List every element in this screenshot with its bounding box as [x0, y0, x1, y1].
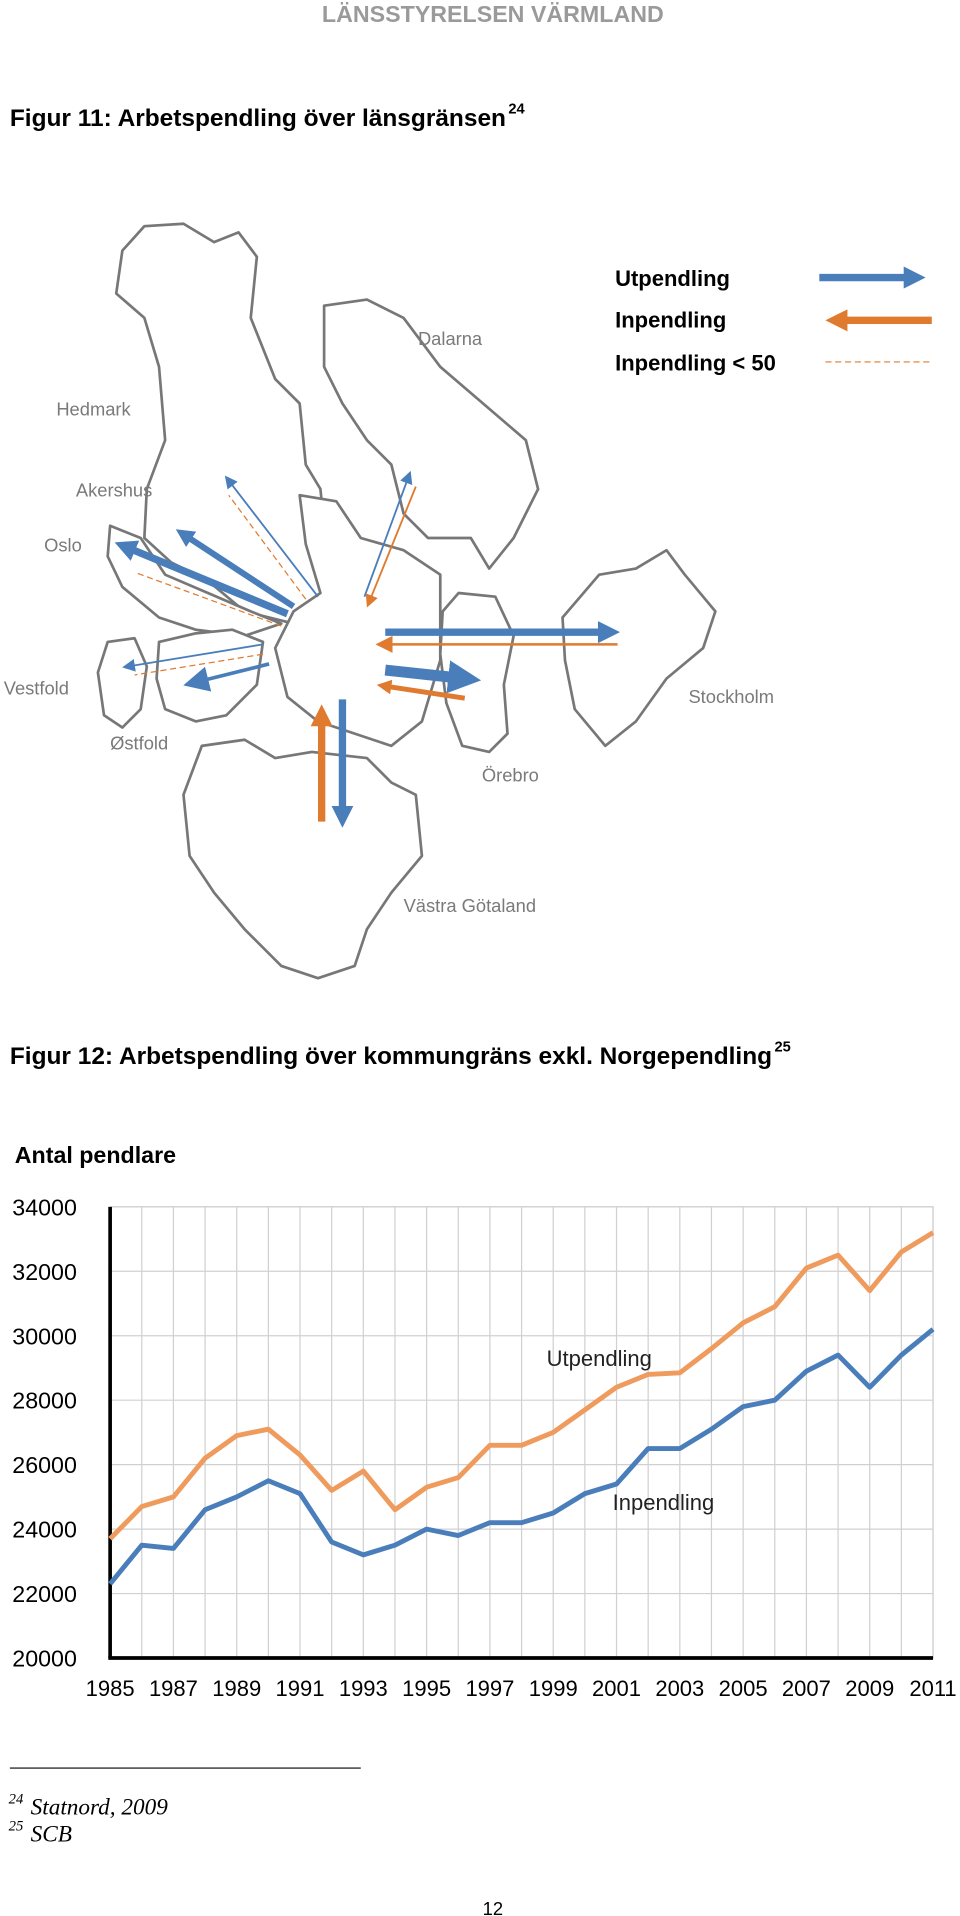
y-tick-label: 30000: [12, 1323, 77, 1349]
region-label: Örebro: [482, 764, 539, 785]
legend-label: Utpendling: [615, 266, 730, 291]
region-shape: [106, 524, 283, 638]
figure-title: Figur 12: Arbetspendling över kommungrän…: [10, 1043, 772, 1070]
x-tick-label: 1999: [529, 1676, 578, 1701]
page-number: 12: [483, 1898, 503, 1916]
region-shape: [155, 628, 265, 723]
y-tick-label: 22000: [12, 1581, 77, 1607]
footnotes: 24 Statnord, 2009 25 SCB: [9, 1792, 169, 1848]
region-label: Akershus: [76, 479, 152, 500]
footnote-text: SCB: [31, 1821, 72, 1847]
region-shape: [273, 493, 442, 748]
map-legend: Utpendling Inpendling Inpendling < 50: [615, 266, 932, 375]
legend-label: Inpendling: [615, 308, 726, 333]
footnote-ref: 25: [775, 1040, 791, 1056]
y-tick-label: 34000: [12, 1194, 77, 1220]
footnote-text: Statnord, 2009: [31, 1795, 169, 1821]
region-shape: [182, 738, 424, 980]
region-shape: [561, 548, 717, 748]
x-tick-label: 2011: [909, 1676, 956, 1701]
region-label: Hedmark: [56, 399, 131, 420]
y-tick-label: 20000: [12, 1646, 77, 1672]
x-tick-label: 1991: [276, 1676, 325, 1701]
series-line: [108, 1230, 935, 1541]
running-header: LÄNSSTYRELSEN VÄRMLAND: [322, 1, 664, 27]
y-tick-label: 28000: [12, 1388, 77, 1414]
region-shape: [96, 636, 149, 729]
footnote-ref: 24: [9, 1792, 24, 1808]
x-tick-label: 2001: [592, 1676, 641, 1701]
region-shape: [322, 298, 540, 570]
legend-label: Inpendling < 50: [615, 350, 776, 375]
x-tick-label: 1997: [465, 1676, 514, 1701]
region-label: Dalarna: [418, 328, 483, 349]
x-tick-label: 2009: [845, 1676, 894, 1701]
series-line: [108, 1327, 935, 1586]
y-tick-label: 24000: [12, 1517, 77, 1543]
map: Dalarna Hedmark Akershus Oslo Vestfold Ø…: [4, 222, 932, 980]
y-axis-label: Antal pendlare: [15, 1142, 176, 1168]
line-chart: 20000 22000 24000 26000 28000 30000 32000 34000…: [12, 1194, 956, 1701]
x-tick-label: 2007: [782, 1676, 831, 1701]
region-label: Stockholm: [688, 686, 774, 707]
footnote-ref: 25: [9, 1818, 24, 1834]
flow-arrows: [114, 470, 621, 828]
x-tick-label: 1989: [212, 1676, 261, 1701]
y-tick-label: 32000: [12, 1259, 77, 1285]
x-tick-label: 1985: [86, 1676, 135, 1701]
x-tick-label: 1993: [339, 1676, 388, 1701]
series-label: Utpendling: [547, 1346, 652, 1371]
x-tick-label: 1995: [402, 1676, 451, 1701]
x-tick-label: 1987: [149, 1676, 198, 1701]
series-label: Inpendling: [613, 1490, 715, 1515]
figure-title: Figur 11: Arbetspendling över länsgränse…: [10, 105, 506, 132]
footnote-ref: 24: [508, 102, 525, 118]
region-label: Vestfold: [4, 678, 69, 699]
x-tick-label: 2005: [719, 1676, 768, 1701]
x-tick-label: 2003: [655, 1676, 704, 1701]
region-label: Østfold: [110, 733, 168, 754]
region-label: Västra Götaland: [404, 895, 536, 916]
y-tick-label: 26000: [12, 1452, 77, 1478]
region-label: Oslo: [44, 534, 82, 555]
